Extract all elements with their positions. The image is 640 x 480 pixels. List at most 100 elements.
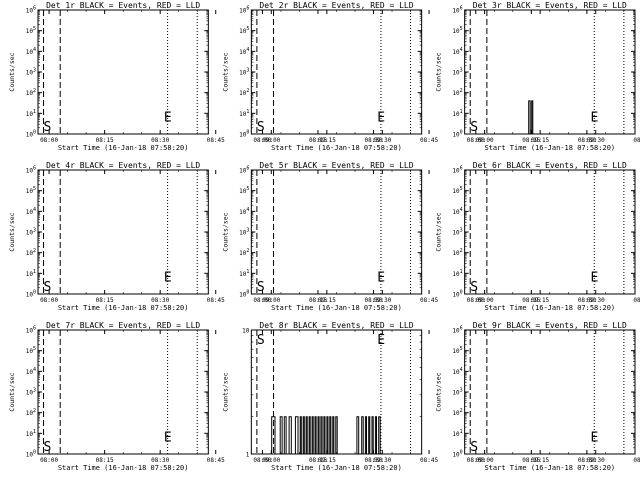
y-tick-label: 106 — [452, 6, 462, 15]
x-axis-label: Start Time (16-Jan-18 07:58:20) — [58, 144, 189, 152]
start-marker-label: S — [470, 280, 478, 295]
x-tick-label: 08:30 — [578, 457, 596, 464]
x-tick-label: 08:15 — [96, 457, 114, 464]
y-tick-label: 104 — [452, 367, 462, 376]
y-tick-label: 100 — [239, 130, 249, 139]
y-axis-label: Counts/sec — [435, 212, 443, 251]
y-tick-label: 106 — [239, 166, 249, 175]
x-tick-label: 08:30 — [364, 297, 382, 304]
x-tick-label: 08:30 — [151, 457, 169, 464]
x-tick-label: 08:15 — [309, 457, 327, 464]
y-tick-label: 102 — [452, 88, 462, 97]
end-marker-label: E — [164, 271, 172, 286]
start-marker-label: S — [257, 120, 265, 135]
x-tick-label: 08:15 — [522, 137, 540, 144]
y-tick-label: 101 — [239, 269, 249, 278]
plot-frame — [464, 329, 636, 455]
y-tick-label: 105 — [26, 26, 36, 35]
y-tick-label: 104 — [452, 207, 462, 216]
y-tick-label: 100 — [239, 290, 249, 299]
panel-title: Det 4r BLACK = Events, RED = LLD — [46, 161, 200, 170]
detector-panel-5: Det 5r BLACK = Events, RED = LLD 100 101 10… — [221, 161, 605, 312]
y-axis-label: Counts/sec — [8, 212, 16, 251]
x-tick-label: 09:00 — [262, 137, 280, 144]
y-tick-label: 101 — [452, 109, 462, 118]
panel-title: Det 6r BLACK = Events, RED = LLD — [473, 161, 627, 170]
plot-frame — [37, 169, 209, 295]
y-tick-label: 103 — [26, 228, 36, 237]
y-tick-label: 105 — [239, 186, 249, 195]
y-tick-label: 102 — [26, 88, 36, 97]
x-tick-label: 09:00 — [476, 137, 494, 144]
x-tick-label: 08:45 — [420, 137, 438, 144]
plot-frame — [464, 9, 636, 135]
plot-frame — [37, 329, 209, 455]
x-tick-label: 08:30 — [578, 297, 596, 304]
y-tick-label: 103 — [239, 228, 249, 237]
y-tick-label: 104 — [26, 367, 36, 376]
x-tick-label: 08:45 — [633, 137, 640, 144]
end-marker-label: E — [164, 431, 172, 446]
x-tick-label: 08:30 — [364, 137, 382, 144]
detector-panel-4: Det 4r BLACK = Events, RED = LLD 100 101 10… — [8, 161, 392, 312]
x-tick-label: 08:00 — [467, 297, 485, 304]
x-axis-label: Start Time (16-Jan-18 07:58:20) — [484, 144, 615, 152]
y-tick-label: 104 — [26, 47, 36, 56]
y-tick-label: 101 — [26, 109, 36, 118]
start-marker-label: S — [44, 120, 52, 135]
panel-title: Det 2r BLACK = Events, RED = LLD — [259, 1, 413, 10]
detector-panel-6: Det 6r BLACK = Events, RED = LLD 100 101 10… — [435, 161, 640, 312]
x-tick-label: 08:00 — [467, 457, 485, 464]
y-tick-label: 106 — [452, 326, 462, 335]
y-tick-label: 1 — [246, 452, 250, 459]
x-tick-label: 08:15 — [96, 137, 114, 144]
plot-frame — [464, 169, 636, 295]
y-tick-label: 101 — [26, 429, 36, 438]
events-series-line — [528, 100, 534, 135]
y-axis-label: Counts/sec — [435, 52, 443, 91]
y-tick-label: 106 — [26, 326, 36, 335]
y-tick-label: 10 — [242, 328, 250, 335]
x-tick-label: 08:45 — [207, 457, 225, 464]
y-tick-label: 104 — [239, 47, 249, 56]
x-tick-label: 08:15 — [309, 137, 327, 144]
x-tick-label: 09:30 — [587, 297, 605, 304]
panel-title: Det 5r BLACK = Events, RED = LLD — [259, 161, 413, 170]
end-marker-label: E — [591, 431, 599, 446]
x-tick-label: 09:15 — [318, 137, 336, 144]
y-tick-label: 100 — [452, 130, 462, 139]
plot-frame — [250, 329, 423, 455]
x-tick-label: 09:15 — [318, 297, 336, 304]
x-tick-label: 09:00 — [476, 297, 494, 304]
x-tick-label: 09:30 — [373, 457, 391, 464]
x-tick-label: 08:30 — [151, 137, 169, 144]
y-tick-label: 103 — [239, 68, 249, 77]
x-tick-label: 08:15 — [96, 297, 114, 304]
y-tick-label: 101 — [452, 269, 462, 278]
y-tick-label: 104 — [452, 47, 462, 56]
y-tick-label: 103 — [452, 68, 462, 77]
start-marker-label: S — [44, 280, 52, 295]
y-tick-label: 106 — [239, 6, 249, 15]
y-axis-label: Counts/sec — [8, 52, 16, 91]
y-tick-label: 100 — [452, 290, 462, 299]
panel-title: Det 1r BLACK = Events, RED = LLD — [46, 1, 200, 10]
x-axis-label: Start Time (16-Jan-18 07:58:20) — [58, 464, 189, 472]
x-tick-label: 08:30 — [151, 297, 169, 304]
y-tick-label: 103 — [452, 388, 462, 397]
x-tick-label: 09:30 — [587, 457, 605, 464]
y-tick-label: 103 — [26, 68, 36, 77]
y-axis-label: Counts/sec — [8, 372, 16, 411]
x-axis-label: Start Time (16-Jan-18 07:58:20) — [484, 464, 615, 472]
end-marker-label: E — [591, 271, 599, 286]
x-tick-label: 09:00 — [262, 457, 280, 464]
x-tick-label: 08:45 — [633, 297, 640, 304]
panel-title: Det 7r BLACK = Events, RED = LLD — [46, 321, 200, 330]
detector-panel-2: Det 2r BLACK = Events, RED = LLD 100 101 10… — [221, 1, 605, 152]
detector-panel-9: Det 9r BLACK = Events, RED = LLD 100 101 10… — [435, 321, 640, 472]
x-tick-label: 08:00 — [40, 297, 58, 304]
x-tick-label: 09:00 — [262, 297, 280, 304]
end-marker-label: E — [591, 111, 599, 126]
x-tick-label: 09:00 — [476, 457, 494, 464]
x-tick-label: 09:15 — [531, 457, 549, 464]
